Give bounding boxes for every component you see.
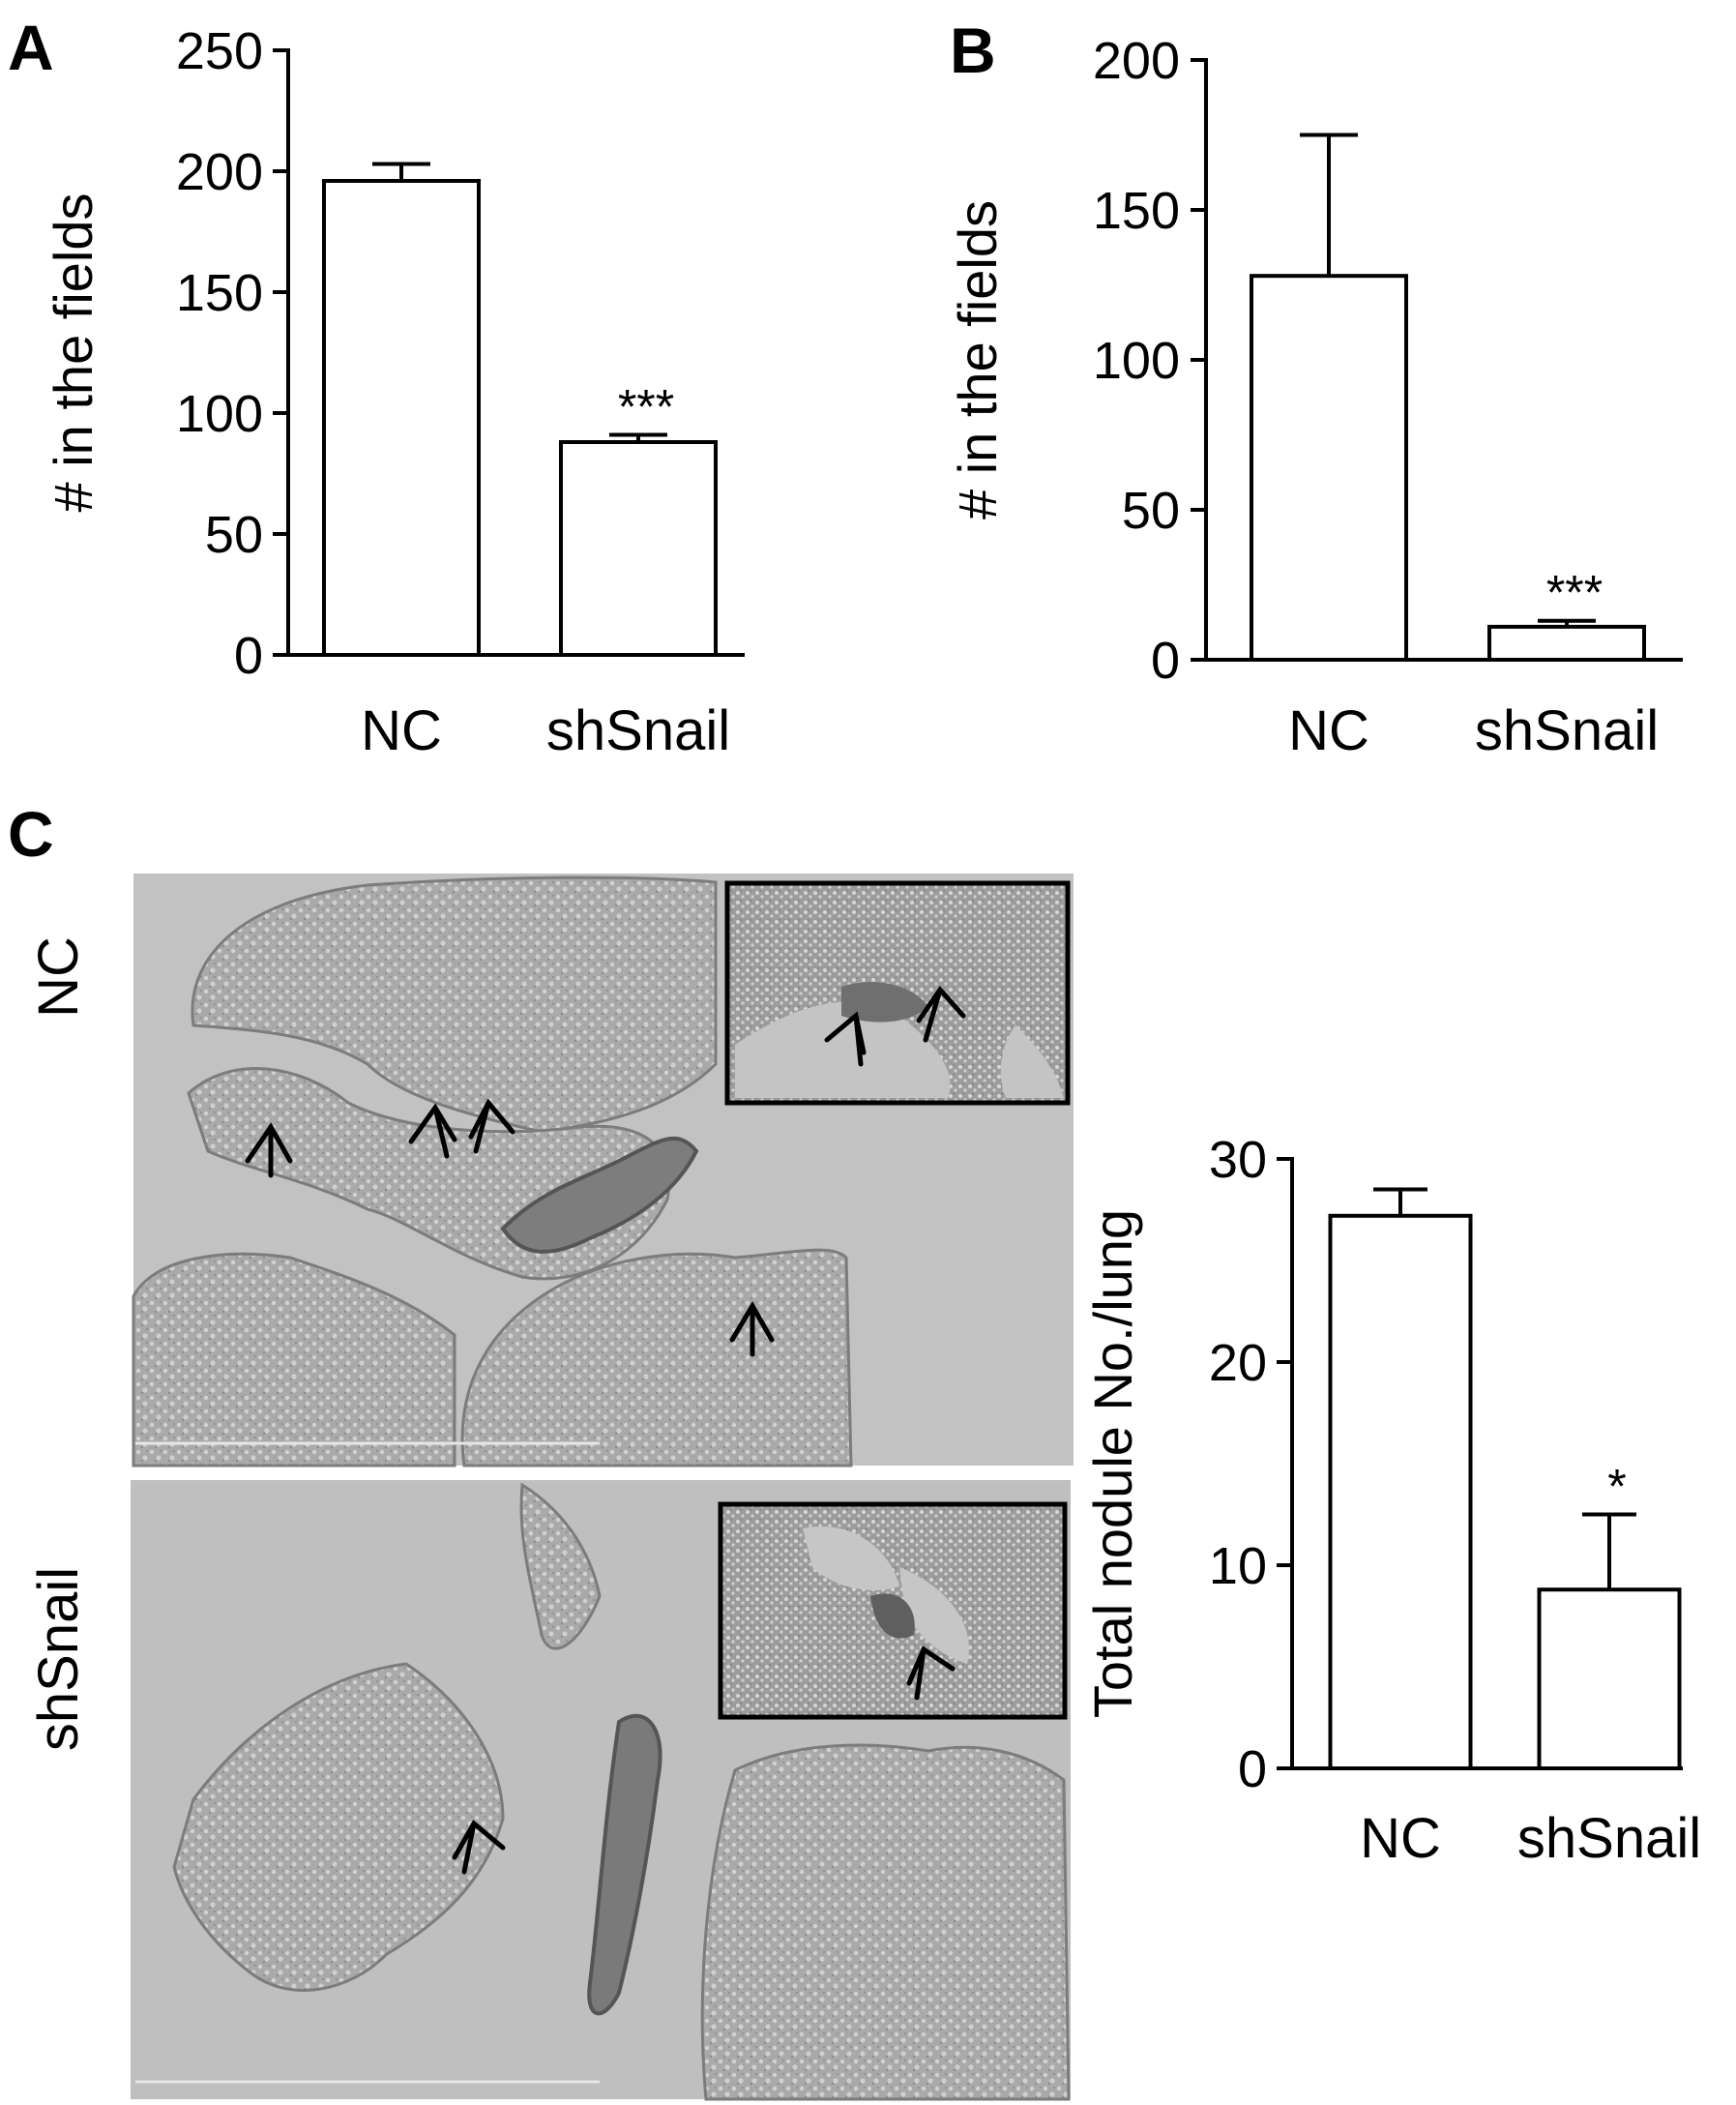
tissue-shsnail-right-lobe — [700, 1743, 1071, 2101]
tissue-shsnail-top — [519, 1482, 602, 1650]
significance-label: *** — [1546, 566, 1603, 620]
category-label-nc: NC — [1288, 699, 1369, 762]
arrow-nc-3 — [468, 1098, 515, 1154]
category-label-shsnail: shSnail — [1517, 1807, 1701, 1870]
arrow-shsnail-1 — [452, 1820, 506, 1875]
chart-c: 0 10 20 30 Total nodule No./lung NC * shSnail — [1082, 1131, 1701, 1870]
airway-shsnail — [587, 1713, 662, 2016]
micrograph-row-label-shsnail: shSnail — [27, 1567, 90, 1751]
tissue-nc-upper-lobe — [191, 875, 718, 1134]
panel-label-a: A — [8, 12, 54, 83]
bar-shsnail — [1487, 624, 1646, 663]
arrow-nc-inset-2 — [916, 985, 966, 1043]
y-tick-label: 200 — [176, 143, 263, 201]
chart-a: 0 50 100 150 200 250 # in the fields NC *** shSna… — [43, 22, 745, 762]
bar-shsnail — [559, 440, 718, 657]
y-axis-label: # in the fields — [947, 200, 1008, 519]
y-tick-label: 250 — [176, 22, 263, 80]
arrow-nc-4 — [729, 1301, 775, 1357]
micrograph-shsnail — [131, 1480, 1071, 2101]
y-tick-label: 150 — [1093, 182, 1180, 240]
tissue-nc-lower-left — [132, 1252, 456, 1468]
y-tick-label: 50 — [205, 506, 263, 564]
y-tick-label: 100 — [1093, 332, 1180, 390]
bar-nc — [322, 179, 481, 657]
significance-label: * — [1607, 1460, 1626, 1514]
arrow-nc-2 — [408, 1103, 457, 1159]
y-tick-label: 0 — [1151, 632, 1180, 690]
bar-nc — [1328, 1213, 1473, 1771]
airway-nc — [500, 1136, 699, 1254]
arrow-nc-inset-1 — [824, 1011, 867, 1067]
arrow-shsnail-inset — [906, 1645, 956, 1701]
y-axis-label: # in the fields — [43, 193, 103, 513]
category-label-nc: NC — [1360, 1807, 1441, 1870]
y-tick-label: 100 — [176, 385, 263, 443]
significance-label: *** — [618, 380, 674, 434]
bar-shsnail — [1537, 1587, 1682, 1770]
category-label-shsnail: shSnail — [1475, 699, 1659, 762]
y-tick-label: 30 — [1209, 1131, 1267, 1189]
micrograph-row-label-nc: NC — [27, 936, 90, 1018]
bar-nc — [1250, 274, 1408, 662]
panel-label-b: B — [950, 15, 996, 86]
y-tick-label: 20 — [1209, 1334, 1267, 1392]
y-tick-label: 0 — [234, 627, 263, 685]
tissue-shsnail-left-lobe — [172, 1662, 505, 1992]
y-tick-label: 50 — [1122, 482, 1180, 540]
chart-b: 0 50 100 150 200 # in the fields NC *** shSnail — [947, 32, 1683, 762]
micrograph-nc — [132, 874, 1074, 1468]
category-label-shsnail: shSnail — [546, 699, 730, 762]
y-axis-label: Total nodule No./lung — [1082, 1209, 1143, 1718]
y-tick-label: 200 — [1093, 32, 1180, 90]
y-tick-label: 0 — [1238, 1740, 1267, 1798]
arrow-nc-1 — [245, 1122, 293, 1178]
panel-label-c: C — [8, 798, 54, 870]
category-label-nc: NC — [361, 699, 442, 762]
y-tick-label: 10 — [1209, 1537, 1267, 1595]
y-tick-label: 150 — [176, 264, 263, 322]
